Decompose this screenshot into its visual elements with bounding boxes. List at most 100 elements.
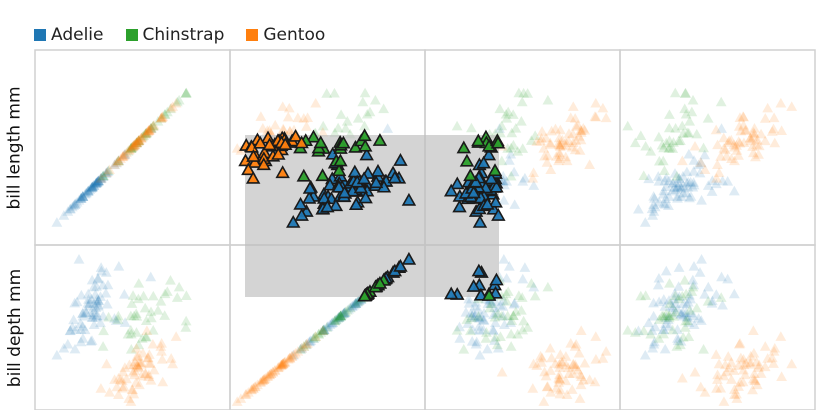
- point-adelie-r1c1: [91, 177, 103, 187]
- point-adelie-r2c2: [338, 307, 350, 318]
- point-adelie-r1c1: [77, 191, 89, 201]
- point-gentoo-r2c3: [539, 366, 550, 377]
- point-adelie-r2c4: [710, 289, 722, 299]
- point-chinstrap-r2c1: [125, 324, 137, 335]
- selected-point-adelie-r1c2: [393, 153, 408, 166]
- point-chinstrap-r2c4: [676, 290, 688, 301]
- point-gentoo-r1c1: [148, 119, 160, 130]
- point-chinstrap-r2c3: [507, 310, 519, 320]
- point-adelie-r1c4: [677, 188, 689, 198]
- point-chinstrap-r1c1: [131, 137, 142, 148]
- point-gentoo-r1c1: [104, 164, 115, 175]
- point-gentoo-r1c1: [142, 126, 154, 136]
- point-gentoo-r2c3: [545, 365, 556, 375]
- point-gentoo-r2c1: [131, 359, 142, 370]
- point-adelie-r2c3: [488, 309, 500, 320]
- point-adelie-r1c4: [660, 172, 672, 183]
- point-chinstrap-r2c4: [669, 290, 681, 300]
- point-chinstrap-r1c2: [359, 87, 371, 98]
- point-gentoo-r2c3: [541, 381, 553, 392]
- point-gentoo-r2c1: [113, 389, 124, 400]
- point-adelie-r1c1: [92, 175, 104, 186]
- point-chinstrap-r1c4: [669, 87, 681, 98]
- point-adelie-r2c4: [706, 298, 718, 308]
- point-gentoo-r1c2: [301, 121, 312, 131]
- legend-item-adelie[interactable]: Adelie: [34, 25, 104, 45]
- point-chinstrap-r2c1: [152, 305, 164, 315]
- point-gentoo-r2c1: [129, 365, 141, 375]
- point-chinstrap-r1c2: [364, 106, 376, 117]
- point-adelie-r2c4: [694, 267, 706, 277]
- point-adelie-r2c1: [75, 318, 86, 328]
- point-chinstrap-r2c3: [496, 310, 508, 321]
- point-gentoo-r2c1: [115, 374, 126, 384]
- legend-label-chinstrap: Chinstrap: [142, 25, 225, 45]
- selected-point-gentoo-r1c2: [246, 149, 261, 162]
- brush-selection[interactable]: [245, 135, 499, 297]
- point-gentoo-r2c1: [144, 358, 156, 368]
- point-chinstrap-r1c2: [378, 103, 390, 114]
- point-gentoo-r2c3: [528, 358, 539, 369]
- legend-item-chinstrap[interactable]: Chinstrap: [125, 25, 225, 45]
- point-gentoo-r2c2: [258, 374, 270, 384]
- point-gentoo-r1c3: [584, 159, 596, 170]
- selected-point-chinstrap-r1c2: [348, 139, 363, 153]
- point-gentoo-r1c4: [786, 101, 798, 111]
- point-adelie-r1c1: [90, 177, 102, 188]
- point-chinstrap-r2c3: [522, 322, 534, 332]
- point-adelie-r2c2: [326, 317, 338, 328]
- point-adelie-r2c4: [682, 296, 694, 307]
- point-chinstrap-r1c3: [513, 87, 525, 98]
- point-adelie-r1c4: [675, 183, 687, 193]
- point-chinstrap-r1c4: [702, 113, 714, 123]
- point-gentoo-r1c4: [726, 153, 737, 164]
- point-gentoo-r2c2: [296, 342, 308, 353]
- point-chinstrap-r1c4: [657, 155, 669, 166]
- point-gentoo-r1c3: [563, 128, 575, 138]
- point-gentoo-r2c2: [260, 372, 271, 383]
- point-adelie-r1c1: [88, 180, 100, 190]
- point-gentoo-r1c4: [748, 128, 760, 138]
- point-chinstrap-r1c3: [516, 96, 528, 107]
- point-adelie-r1c1: [75, 193, 86, 204]
- point-gentoo-r1c3: [577, 123, 589, 133]
- point-adelie-r1c1: [66, 201, 78, 212]
- point-adelie-r1c4: [699, 149, 711, 160]
- point-adelie-r2c4: [688, 279, 700, 290]
- point-gentoo-r2c1: [133, 379, 145, 390]
- point-chinstrap-r2c1: [145, 306, 157, 317]
- point-adelie-r2c4: [728, 288, 740, 299]
- point-gentoo-r1c3: [573, 131, 585, 141]
- point-chinstrap-r1c3: [502, 143, 514, 153]
- point-gentoo-r2c4: [737, 376, 749, 387]
- legend-item-gentoo[interactable]: Gentoo: [246, 25, 325, 45]
- point-adelie-r1c4: [652, 171, 664, 181]
- point-gentoo-r1c4: [749, 123, 760, 133]
- point-adelie-r1c4: [673, 177, 685, 188]
- point-gentoo-r1c4: [745, 133, 756, 143]
- point-gentoo-r1c4: [689, 140, 701, 151]
- point-chinstrap-r2c4: [679, 322, 691, 332]
- point-chinstrap-r1c4: [660, 137, 672, 148]
- point-gentoo-r2c3: [567, 359, 579, 370]
- point-chinstrap-r2c4: [684, 305, 696, 315]
- point-adelie-r2c2: [343, 304, 354, 314]
- point-adelie-r1c1: [145, 123, 157, 133]
- point-gentoo-r2c3: [553, 369, 565, 380]
- point-adelie-r2c1: [91, 310, 103, 320]
- point-adelie-r2c4: [659, 343, 671, 354]
- point-gentoo-r1c1: [121, 147, 132, 158]
- point-gentoo-r1c1: [143, 124, 155, 135]
- point-gentoo-r2c3: [570, 338, 582, 349]
- point-adelie-r2c4: [660, 318, 672, 328]
- point-chinstrap-r2c3: [473, 311, 484, 321]
- point-gentoo-r1c1: [109, 159, 120, 170]
- point-adelie-r1c1: [119, 148, 131, 159]
- point-gentoo-r1c1: [142, 125, 154, 136]
- selected-point-adelie-r2c2: [393, 258, 408, 272]
- point-chinstrap-r2c4: [664, 298, 676, 308]
- selected-point-adelie-r1c3: [489, 179, 504, 193]
- point-gentoo-r1c4: [740, 124, 752, 135]
- point-adelie-r2c3: [517, 273, 529, 284]
